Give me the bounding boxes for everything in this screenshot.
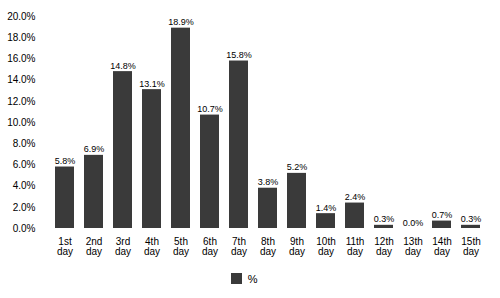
- svg-text:16.0%: 16.0%: [7, 53, 35, 64]
- svg-text:2.0%: 2.0%: [13, 202, 36, 213]
- svg-text:14.8%: 14.8%: [110, 61, 136, 71]
- svg-text:10thday: 10thday: [316, 236, 335, 257]
- svg-text:3rdday: 3rdday: [115, 236, 131, 257]
- svg-text:8.0%: 8.0%: [13, 138, 36, 149]
- svg-text:5thday: 5thday: [173, 236, 189, 257]
- svg-text:6.0%: 6.0%: [13, 159, 36, 170]
- svg-text:11thday: 11thday: [346, 236, 365, 257]
- svg-text:13thday: 13thday: [403, 236, 422, 257]
- svg-text:1.4%: 1.4%: [316, 203, 337, 213]
- svg-text:10.7%: 10.7%: [197, 104, 223, 114]
- svg-text:2.4%: 2.4%: [345, 192, 366, 202]
- svg-text:0.3%: 0.3%: [461, 214, 482, 224]
- svg-text:14.0%: 14.0%: [7, 74, 35, 85]
- svg-text:9thday: 9thday: [289, 236, 305, 257]
- svg-text:2ndday: 2ndday: [86, 236, 103, 257]
- svg-text:4.0%: 4.0%: [13, 180, 36, 191]
- svg-text:14thday: 14thday: [432, 236, 451, 257]
- svg-text:5.8%: 5.8%: [55, 156, 76, 166]
- svg-text:20.0%: 20.0%: [7, 11, 35, 22]
- svg-text:18.9%: 18.9%: [168, 17, 194, 27]
- svg-text:0.3%: 0.3%: [374, 214, 395, 224]
- svg-text:12.0%: 12.0%: [7, 96, 35, 107]
- svg-text:12thday: 12thday: [374, 236, 393, 257]
- svg-text:7thday: 7thday: [231, 236, 247, 257]
- svg-text:6thday: 6thday: [202, 236, 218, 257]
- svg-text:5.2%: 5.2%: [287, 162, 308, 172]
- svg-text:6.9%: 6.9%: [84, 144, 105, 154]
- svg-text:10.0%: 10.0%: [7, 117, 35, 128]
- svg-text:3.8%: 3.8%: [258, 177, 279, 187]
- svg-text:4thday: 4thday: [144, 236, 160, 257]
- svg-text:0.0%: 0.0%: [13, 223, 36, 234]
- svg-text:15.8%: 15.8%: [226, 50, 252, 60]
- svg-text:0.7%: 0.7%: [432, 210, 453, 220]
- svg-text:1stday: 1stday: [57, 236, 73, 257]
- svg-text:13.1%: 13.1%: [139, 79, 165, 89]
- svg-text:8thday: 8thday: [260, 236, 276, 257]
- svg-text:15thday: 15thday: [461, 236, 480, 257]
- svg-text:0.0%: 0.0%: [403, 218, 424, 228]
- svg-text:18.0%: 18.0%: [7, 32, 35, 43]
